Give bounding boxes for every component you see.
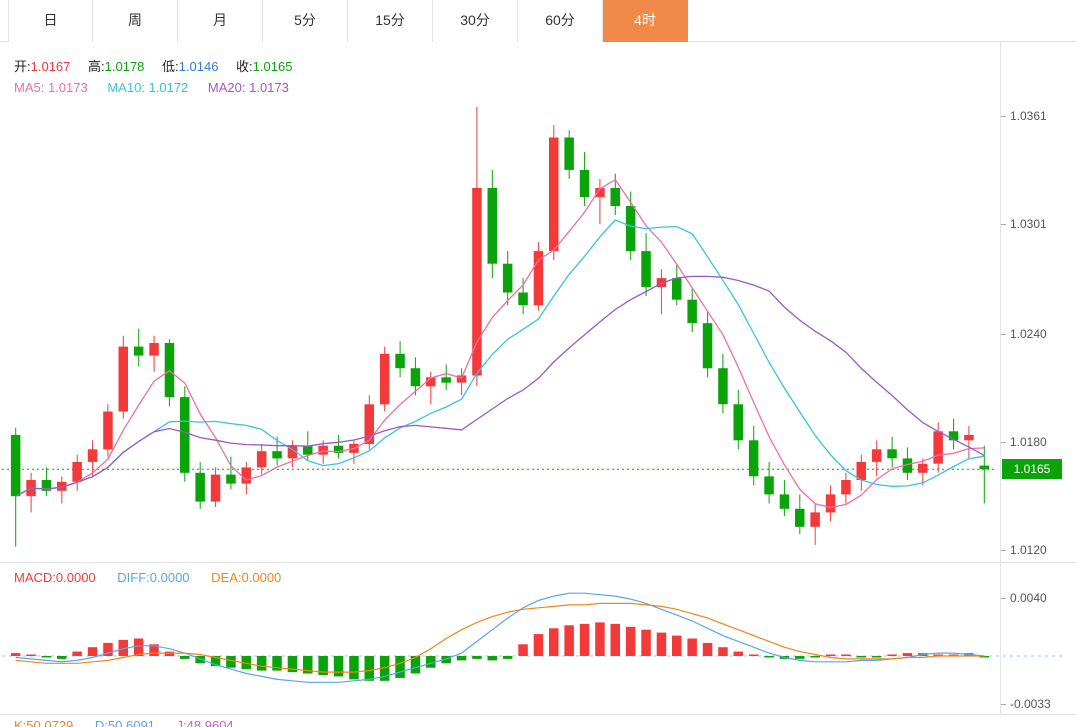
low-label: 低: — [162, 59, 179, 74]
timeframe-tabbar: 日 周 月 5分 15分 30分 60分 4时 — [0, 0, 1076, 42]
kdj-k-value: K:50.0729 — [14, 718, 74, 727]
price-axis-label: 1.0180 — [1001, 434, 1047, 450]
close-value: 1.0165 — [252, 59, 293, 74]
dea-value: DEA:0.0000 — [211, 570, 282, 585]
macd-legend: MACD:0.0000 DIFF:0.0000 DEA:0.0000 — [14, 570, 281, 585]
kdj-legend: K:50.0729 D:50.6091 J:48.9604 — [14, 718, 234, 727]
macd-chart[interactable] — [0, 564, 1076, 714]
price-axis-label: 1.0301 — [1001, 216, 1047, 232]
open-value: 1.0167 — [30, 59, 71, 74]
ma5-value: MA5: 1.0173 — [14, 80, 88, 95]
ohlc-legend: 开:1.0167 高:1.0178 低:1.0146 收:1.0165 — [14, 56, 306, 75]
ma20-value: MA20: 1.0173 — [207, 80, 289, 95]
macd-value: MACD:0.0000 — [14, 570, 96, 585]
diff-value: DIFF:0.0000 — [117, 570, 190, 585]
price-axis-label: 1.0120 — [1001, 542, 1047, 558]
axis-vertical-border — [1000, 42, 1001, 714]
kdj-j-value: J:48.9604 — [176, 718, 234, 727]
ma-legend: MA5: 1.0173 MA10: 1.0172 MA20: 1.0173 — [14, 80, 289, 95]
price-axis-label: 1.0361 — [1001, 108, 1047, 124]
low-value: 1.0146 — [178, 59, 219, 74]
kdj-d-value: D:50.6091 — [94, 718, 155, 727]
macd-axis-label: 0.0040 — [1001, 590, 1047, 606]
chart-area: 开:1.0167 高:1.0178 低:1.0146 收:1.0165 MA5:… — [0, 42, 1076, 727]
price-axis-label: 1.0240 — [1001, 326, 1047, 342]
tab-60min[interactable]: 60分 — [518, 0, 603, 42]
tab-daily[interactable]: 日 — [8, 0, 93, 42]
open-label: 开: — [14, 59, 31, 74]
tab-5min[interactable]: 5分 — [263, 0, 348, 42]
main-candle-chart[interactable] — [0, 42, 1076, 562]
tab-weekly[interactable]: 周 — [93, 0, 178, 42]
ma10-value: MA10: 1.0172 — [107, 80, 189, 95]
close-label: 收: — [236, 59, 253, 74]
tab-4hour[interactable]: 4时 — [603, 0, 688, 42]
macd-bottom-divider — [0, 714, 1076, 715]
macd-axis-label: -0.0033 — [1001, 696, 1051, 712]
tab-15min[interactable]: 15分 — [348, 0, 433, 42]
current-price-badge: 1.0165 — [1002, 459, 1062, 479]
high-label: 高: — [88, 59, 105, 74]
tab-30min[interactable]: 30分 — [433, 0, 518, 42]
main-macd-divider — [0, 562, 1076, 563]
tab-monthly[interactable]: 月 — [178, 0, 263, 42]
high-value: 1.0178 — [104, 59, 145, 74]
